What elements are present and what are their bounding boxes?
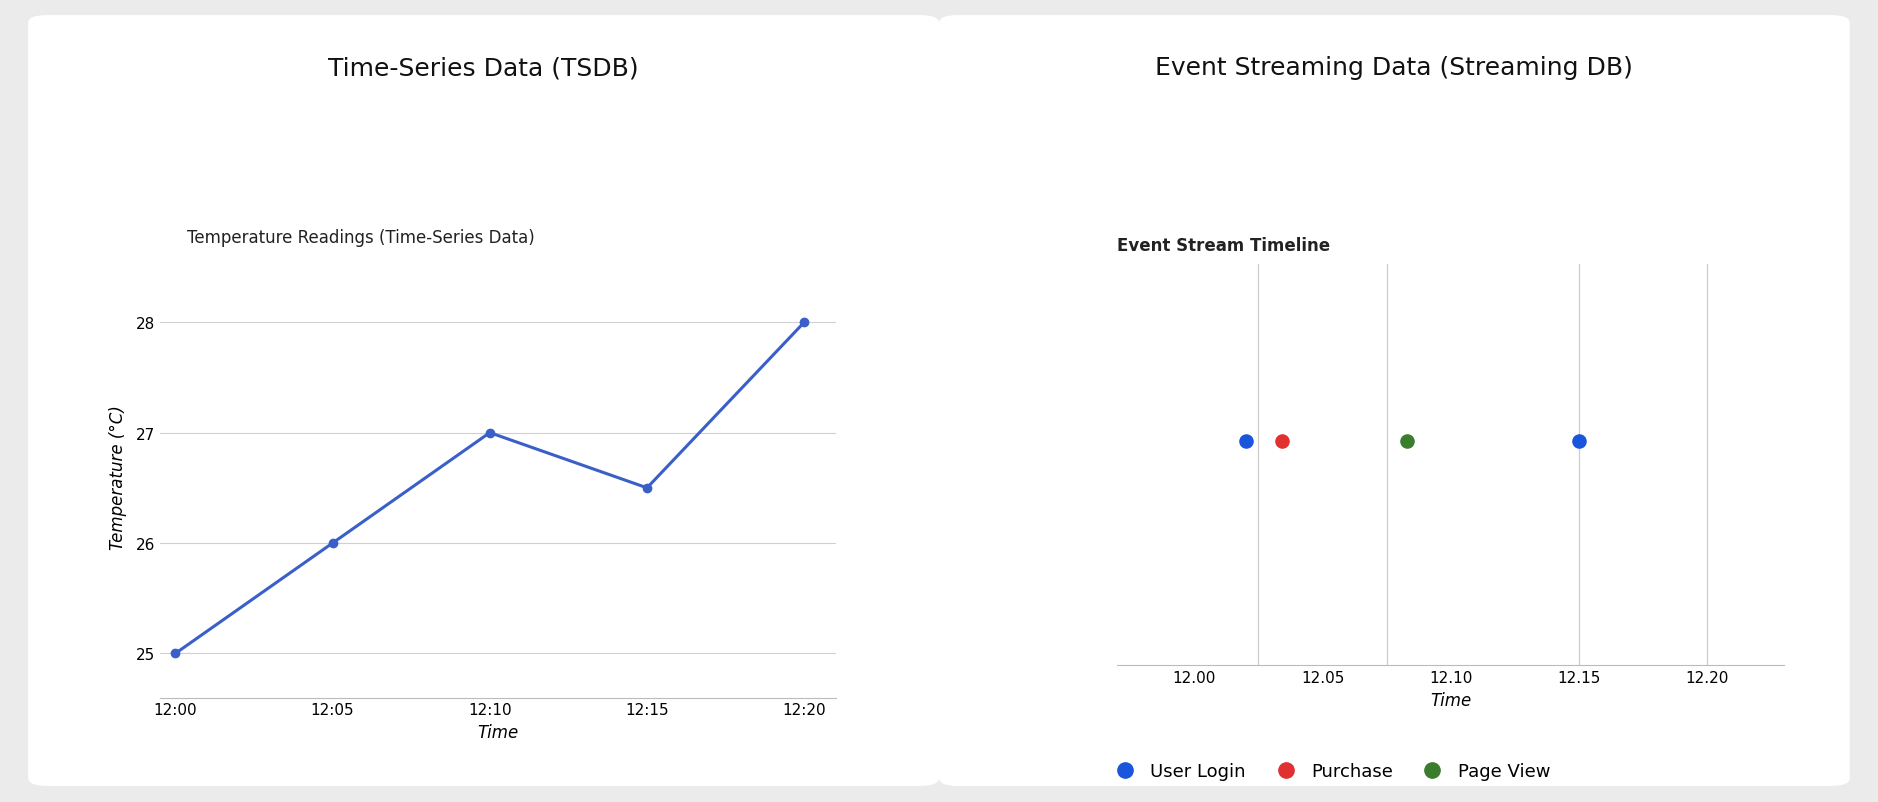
Text: Event Streaming Data (Streaming DB): Event Streaming Data (Streaming DB) — [1155, 56, 1634, 80]
Text: Temperature Readings (Time-Series Data): Temperature Readings (Time-Series Data) — [186, 229, 535, 247]
Text: Event Stream Timeline: Event Stream Timeline — [1117, 237, 1330, 255]
Temperature (°C) — [321, 539, 344, 549]
Point — [1266, 435, 1296, 448]
Temperature (°C) — [793, 318, 815, 328]
Temperature (°C) — [163, 649, 186, 658]
Temperature (°C) — [479, 428, 501, 438]
X-axis label: Time: Time — [1431, 691, 1470, 709]
Legend: User Login, Purchase, Page View: User Login, Purchase, Page View — [1101, 755, 1557, 788]
Point — [1392, 435, 1422, 448]
Point — [1564, 435, 1594, 448]
Temperature (°C) — [637, 484, 659, 493]
Point — [1230, 435, 1260, 448]
Y-axis label: Temperature (°C): Temperature (°C) — [109, 405, 128, 549]
X-axis label: Time: Time — [477, 723, 518, 741]
Text: Time-Series Data (TSDB): Time-Series Data (TSDB) — [329, 56, 639, 80]
Line: Temperature (°C): Temperature (°C) — [171, 318, 808, 658]
